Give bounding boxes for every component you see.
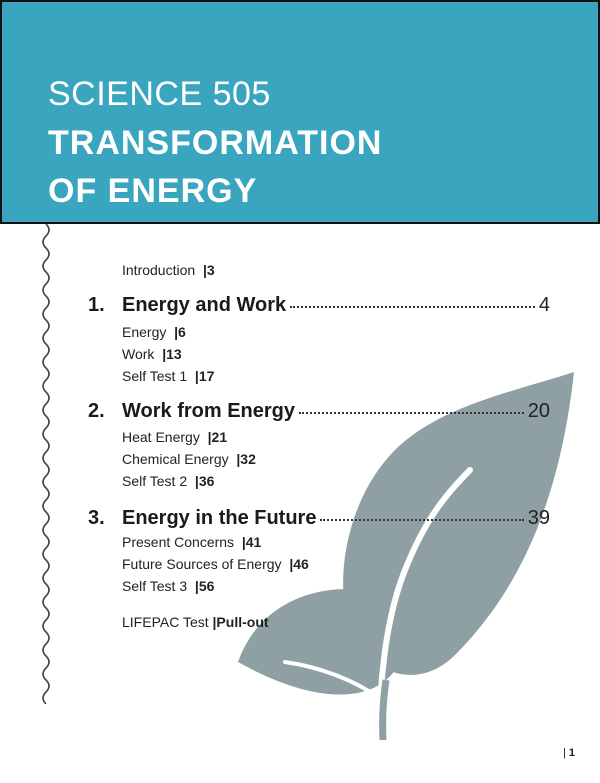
toc-entry-label: Energy bbox=[122, 324, 167, 340]
toc-entry-page: |Pull-out bbox=[212, 614, 269, 630]
page-number-value: 1 bbox=[568, 747, 576, 759]
toc-entry-label: Present Concerns bbox=[122, 534, 235, 550]
toc-entry-future-sources[interactable]: Future Sources of Energy |46 bbox=[122, 556, 309, 572]
chapter-page: 4 bbox=[538, 294, 550, 316]
toc-entry-label: Self Test 3 bbox=[122, 578, 188, 594]
toc-entry-label: Self Test 2 bbox=[122, 473, 188, 489]
toc-entry-label: Introduction bbox=[122, 262, 196, 278]
wavy-line-divider bbox=[42, 224, 50, 704]
toc-entry-page: |13 bbox=[162, 346, 182, 362]
toc-entry-introduction[interactable]: Introduction |3 bbox=[122, 262, 215, 278]
chapter-title: Energy and Work bbox=[122, 294, 287, 316]
toc-entry-page: |3 bbox=[202, 262, 215, 278]
chapter-page: 39 bbox=[527, 507, 550, 529]
chapter-number: 3. bbox=[88, 507, 105, 529]
toc-entry-present-concerns[interactable]: Present Concerns |41 bbox=[122, 534, 261, 550]
toc-entry-label: LIFEPAC Test bbox=[122, 614, 209, 630]
toc-entry-label: Heat Energy bbox=[122, 429, 200, 445]
chapter-2-heading[interactable]: 2. Work from Energy 20 bbox=[88, 400, 550, 426]
toc-entry-lifepac-test[interactable]: LIFEPAC Test |Pull-out bbox=[122, 614, 269, 630]
toc-entry-page: |46 bbox=[289, 556, 309, 572]
toc-entry-page: |6 bbox=[174, 324, 186, 340]
chapter-number: 1. bbox=[88, 294, 105, 316]
chapter-number: 2. bbox=[88, 400, 105, 422]
chapter-3-heading[interactable]: 3. Energy in the Future 39 bbox=[88, 507, 550, 533]
unit-title-line-1: TRANSFORMATION bbox=[48, 124, 383, 162]
title-banner: SCIENCE 505 TRANSFORMATION OF ENERGY bbox=[0, 0, 600, 224]
toc-entry-page: |32 bbox=[236, 451, 256, 467]
toc-entry-page: |41 bbox=[241, 534, 262, 550]
chapter-title: Work from Energy bbox=[122, 400, 295, 422]
toc-entry-page: |56 bbox=[194, 578, 215, 594]
toc-entry-page: |21 bbox=[207, 429, 228, 445]
dot-leader bbox=[299, 412, 524, 414]
toc-entry-page: |36 bbox=[194, 473, 215, 489]
page-number: | 1 bbox=[563, 747, 575, 759]
toc-entry-chemical-energy[interactable]: Chemical Energy |32 bbox=[122, 451, 256, 467]
page-number-separator: | bbox=[563, 747, 566, 759]
toc-entry-label: Self Test 1 bbox=[122, 368, 188, 384]
toc-entry-label: Chemical Energy bbox=[122, 451, 229, 467]
toc-entry-heat-energy[interactable]: Heat Energy |21 bbox=[122, 429, 227, 445]
toc-entry-label: Future Sources of Energy bbox=[122, 556, 282, 572]
toc-entry-page: |17 bbox=[194, 368, 215, 384]
toc-entry-energy[interactable]: Energy |6 bbox=[122, 324, 186, 340]
toc-entry-self-test-2[interactable]: Self Test 2 |36 bbox=[122, 473, 214, 489]
chapter-page: 20 bbox=[527, 400, 550, 422]
toc-entry-work[interactable]: Work |13 bbox=[122, 346, 182, 362]
unit-title-line-2: OF ENERGY bbox=[48, 172, 258, 210]
chapter-title: Energy in the Future bbox=[122, 507, 317, 529]
course-code: SCIENCE 505 bbox=[48, 75, 271, 113]
chapter-1-heading[interactable]: 1. Energy and Work 4 bbox=[88, 294, 550, 320]
toc-entry-self-test-1[interactable]: Self Test 1 |17 bbox=[122, 368, 214, 384]
toc-entry-label: Work bbox=[122, 346, 155, 362]
toc-entry-self-test-3[interactable]: Self Test 3 |56 bbox=[122, 578, 214, 594]
dot-leader bbox=[320, 519, 524, 521]
dot-leader bbox=[290, 306, 535, 308]
